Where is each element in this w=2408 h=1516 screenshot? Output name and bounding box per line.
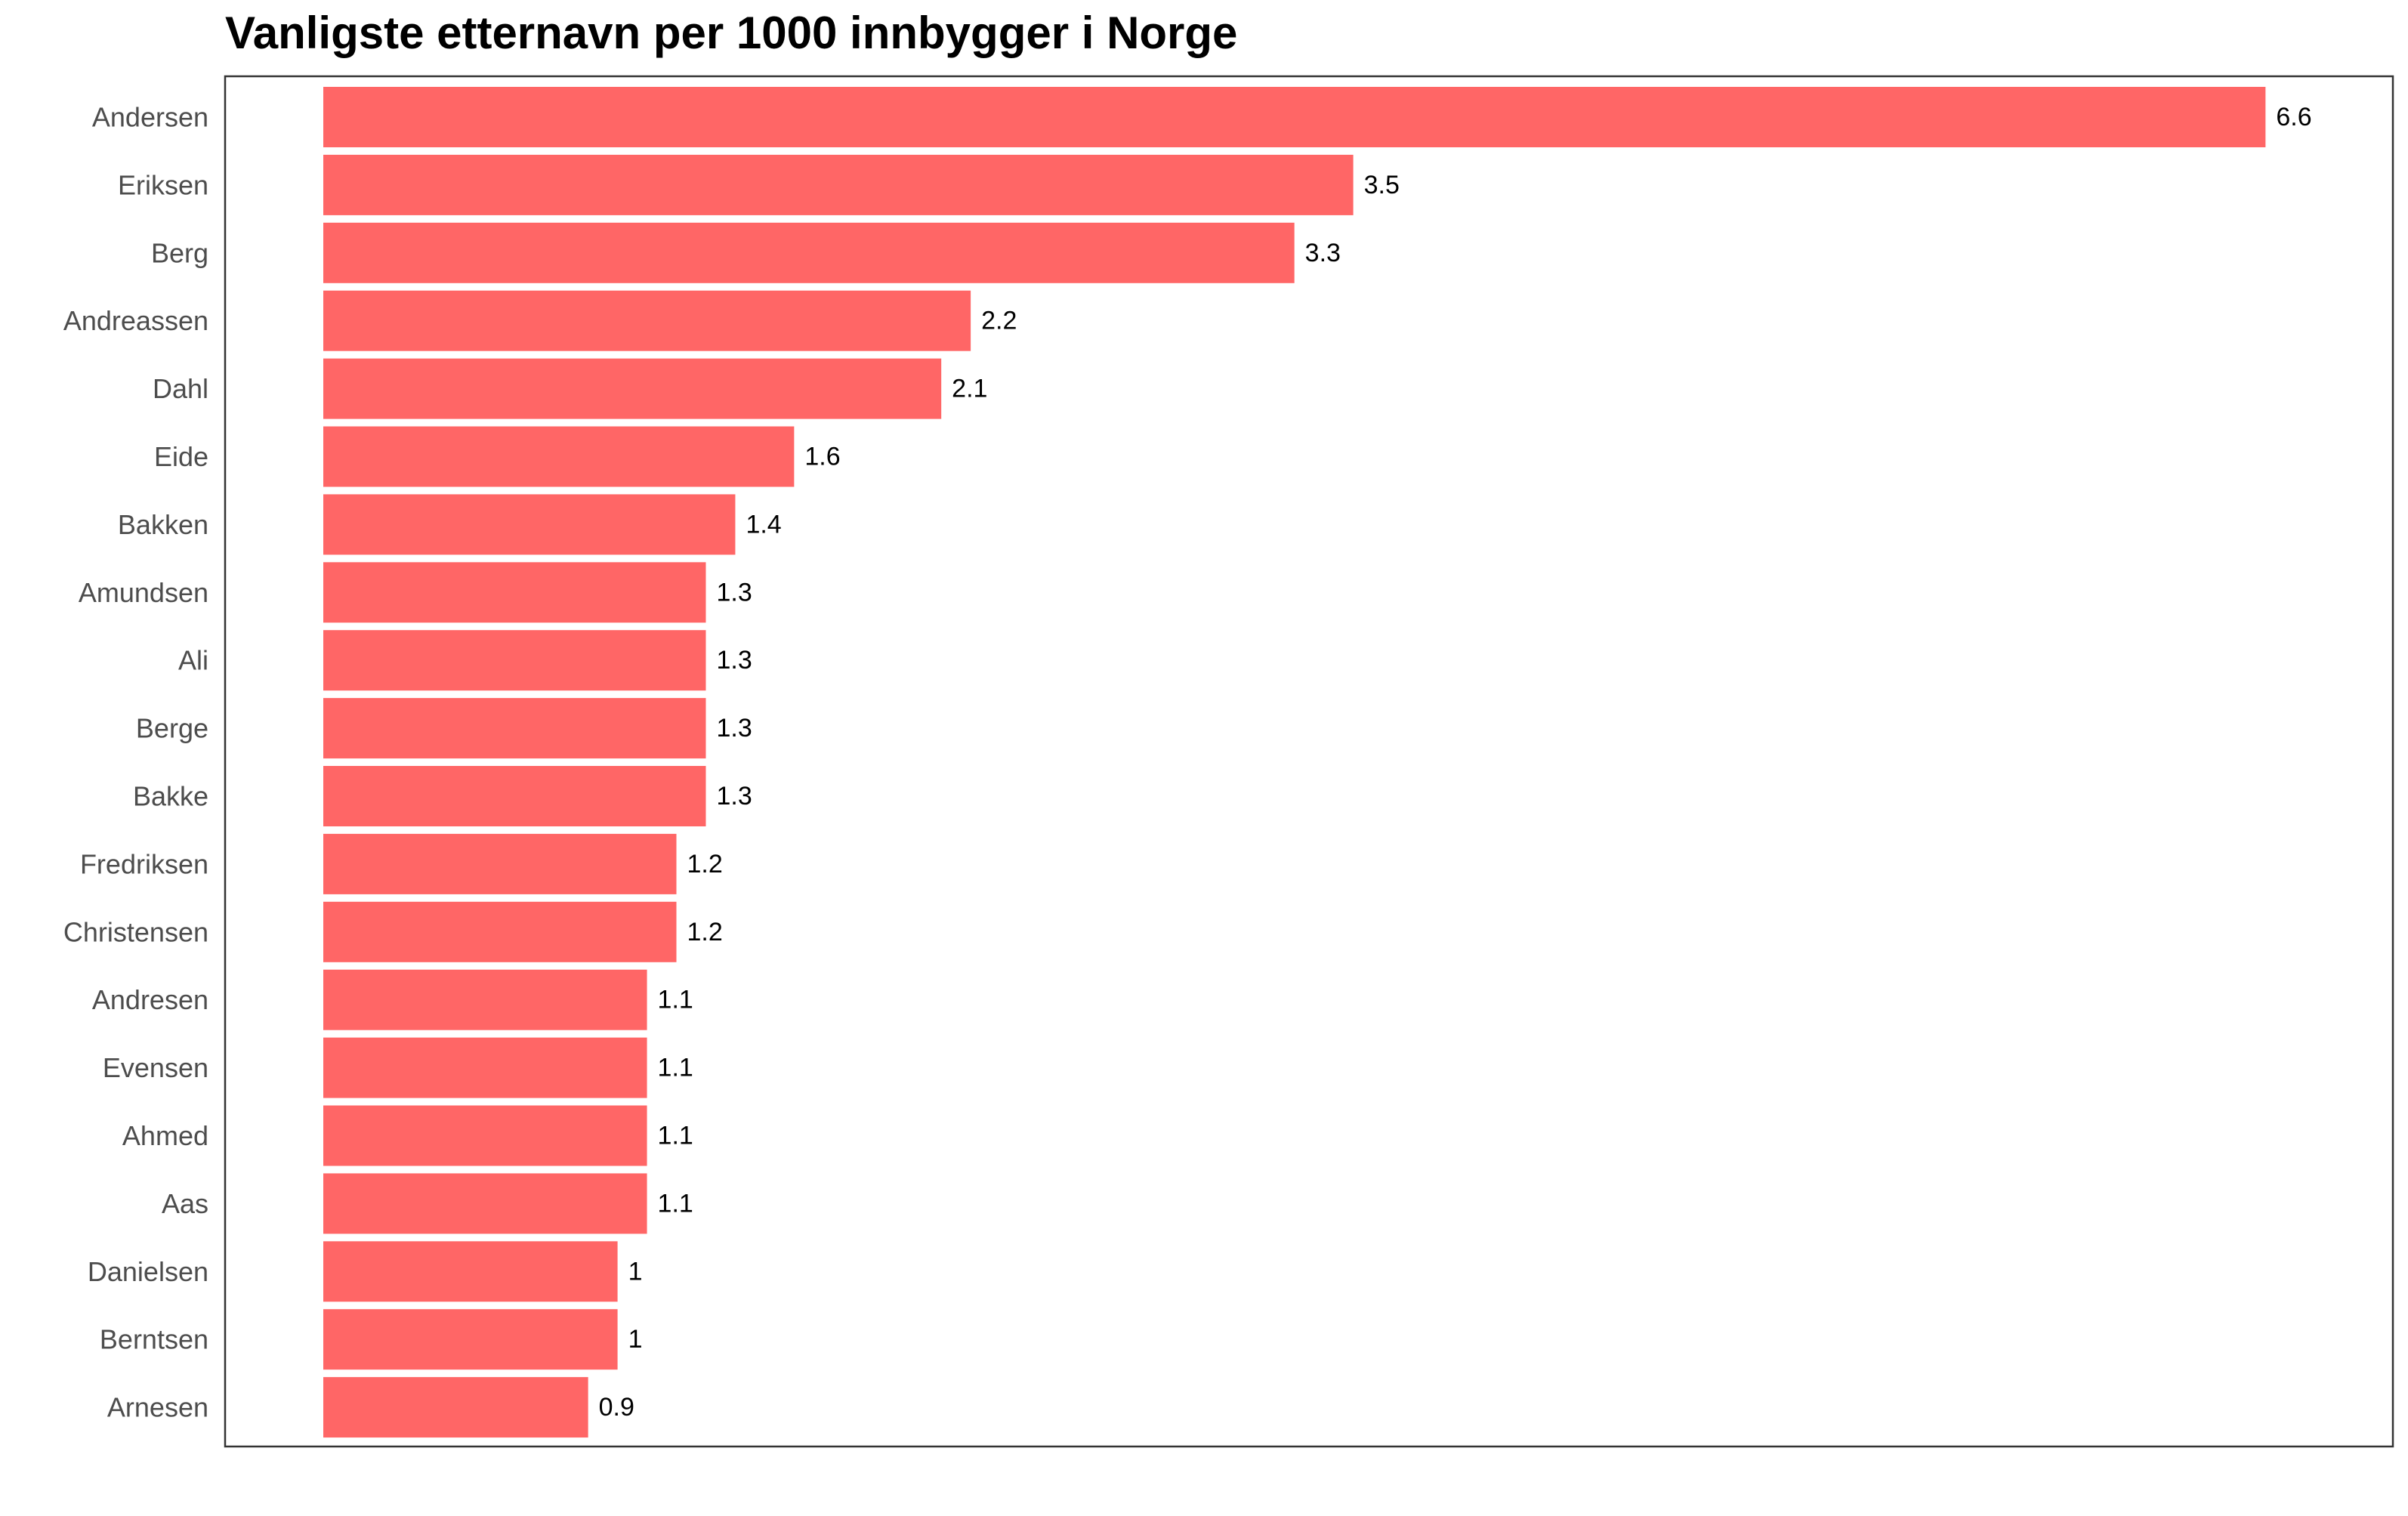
bars-group <box>323 87 2266 1438</box>
category-label-berntsen: Berntsen <box>100 1324 208 1355</box>
category-label-christensen: Christensen <box>63 916 208 947</box>
y-axis-tick-labels: Andersen Eriksen Berg Andreassen Dahl Eide Bak… <box>63 102 208 1423</box>
value-label-arnesen: 0.9 <box>599 1393 634 1422</box>
category-label-berge: Berge <box>136 713 208 744</box>
category-label-danielsen: Danielsen <box>88 1256 208 1287</box>
value-label-fredriksen: 1.2 <box>687 850 723 878</box>
category-label-eriksen: Eriksen <box>118 169 208 200</box>
category-label-andreassen: Andreassen <box>63 305 208 336</box>
category-label-aas: Aas <box>162 1188 208 1219</box>
value-label-amundsen: 1.3 <box>716 578 752 607</box>
chart-title: Vanligste etternavn per 1000 innbygger i… <box>225 8 1237 58</box>
bar-danielsen <box>323 1241 618 1302</box>
value-label-dahl: 2.1 <box>952 375 987 403</box>
value-label-andreassen: 2.2 <box>981 307 1017 335</box>
value-label-aas: 1.1 <box>658 1189 693 1218</box>
category-label-ali: Ali <box>178 645 208 676</box>
category-label-evensen: Evensen <box>103 1052 208 1083</box>
value-label-eriksen: 3.5 <box>1364 171 1400 199</box>
category-label-bakken: Bakken <box>118 509 208 540</box>
value-label-berg: 3.3 <box>1305 239 1341 267</box>
value-label-andresen: 1.1 <box>658 986 693 1014</box>
value-label-bakken: 1.4 <box>746 510 781 539</box>
bar-ali <box>323 630 706 691</box>
value-label-christensen: 1.2 <box>687 918 723 946</box>
bar-berntsen <box>323 1309 618 1370</box>
bar-andersen <box>323 87 2266 147</box>
category-label-andresen: Andresen <box>92 984 208 1015</box>
value-label-andersen: 6.6 <box>2276 103 2311 131</box>
category-label-amundsen: Amundsen <box>79 577 208 608</box>
bar-berge <box>323 698 706 759</box>
bar-christensen <box>323 901 677 962</box>
category-label-arnesen: Arnesen <box>107 1392 208 1423</box>
value-labels-group: 6.6 3.5 3.3 2.2 2.1 1.6 1.4 1.3 1.3 1.3 1.3 1.2 1.2 1… <box>599 103 2312 1422</box>
category-label-dahl: Dahl <box>153 373 208 404</box>
value-label-berntsen: 1 <box>628 1325 643 1354</box>
category-label-fredriksen: Fredriksen <box>80 848 208 879</box>
value-label-ahmed: 1.1 <box>658 1122 693 1150</box>
bar-bakke <box>323 766 706 826</box>
bar-eide <box>323 426 795 487</box>
bar-andreassen <box>323 290 971 351</box>
bar-bakken <box>323 494 736 555</box>
bar-dahl <box>323 358 942 419</box>
bar-andresen <box>323 969 647 1030</box>
category-label-eide: Eide <box>154 441 208 472</box>
value-label-evensen: 1.1 <box>658 1054 693 1082</box>
bar-amundsen <box>323 562 706 623</box>
plot-panel-border <box>224 75 2394 1448</box>
bar-ahmed <box>323 1105 647 1166</box>
category-label-ahmed: Ahmed <box>122 1120 208 1151</box>
value-label-eide: 1.6 <box>804 443 840 471</box>
category-label-bakke: Bakke <box>133 781 208 812</box>
value-label-bakke: 1.3 <box>716 782 752 810</box>
category-label-berg: Berg <box>151 237 208 268</box>
value-label-danielsen: 1 <box>628 1257 643 1286</box>
bar-eriksen <box>323 154 1354 215</box>
bar-evensen <box>323 1037 647 1098</box>
category-label-andersen: Andersen <box>92 102 208 133</box>
bar-fredriksen <box>323 833 677 894</box>
value-label-ali: 1.3 <box>716 646 752 675</box>
bar-aas <box>323 1173 647 1234</box>
bar-arnesen <box>323 1377 588 1438</box>
bar-berg <box>323 222 1295 283</box>
value-label-berge: 1.3 <box>716 714 752 743</box>
